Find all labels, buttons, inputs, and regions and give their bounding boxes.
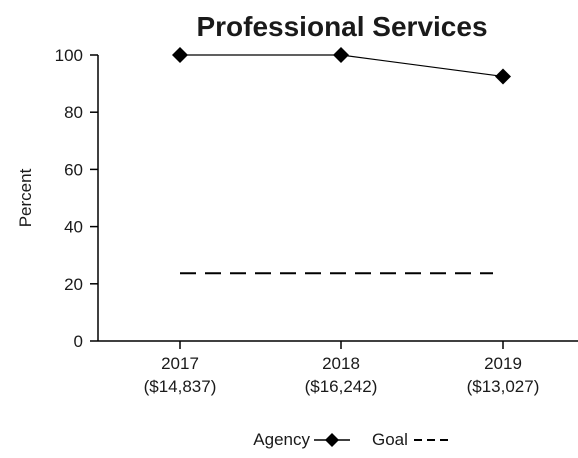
y-tick-label: 60 bbox=[64, 160, 83, 179]
x-tick-sublabel: ($13,027) bbox=[467, 377, 540, 396]
y-tick-label: 40 bbox=[64, 218, 83, 237]
y-ticks: 0 20 40 60 80 100 bbox=[55, 46, 98, 351]
y-tick-label: 20 bbox=[64, 275, 83, 294]
y-axis-label: Percent bbox=[16, 168, 35, 227]
legend: Agency Goal bbox=[253, 430, 452, 449]
y-tick-label: 80 bbox=[64, 103, 83, 122]
y-tick-label: 0 bbox=[74, 332, 83, 351]
agency-point bbox=[333, 47, 349, 63]
y-tick-label: 100 bbox=[55, 46, 83, 65]
chart-title: Professional Services bbox=[196, 11, 487, 42]
x-tick-label: 2017 bbox=[161, 354, 199, 373]
x-tick-sublabel: ($16,242) bbox=[305, 377, 378, 396]
x-tick-sublabel: ($14,837) bbox=[144, 377, 217, 396]
x-tick-label: 2019 bbox=[484, 354, 522, 373]
x-tick-label: 2018 bbox=[322, 354, 360, 373]
legend-label-agency: Agency bbox=[253, 430, 310, 449]
legend-label-goal: Goal bbox=[372, 430, 408, 449]
x-ticks: 2017 ($14,837) 2018 ($16,242) 2019 ($13,027) bbox=[144, 341, 540, 396]
legend-marker-agency bbox=[325, 433, 339, 447]
agency-point bbox=[172, 47, 188, 63]
axes bbox=[97, 55, 578, 342]
series-layer bbox=[172, 47, 511, 275]
agency-point bbox=[495, 68, 511, 85]
